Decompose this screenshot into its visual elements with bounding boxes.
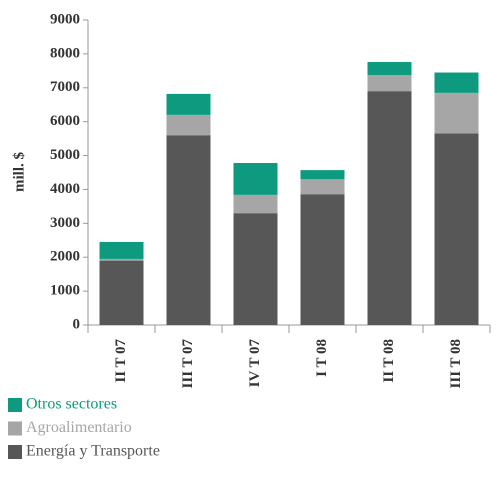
bar-segment bbox=[233, 194, 278, 214]
bar-segment bbox=[300, 170, 345, 180]
legend-label: Agroalimentario bbox=[26, 419, 132, 436]
y-tick-label: 4000 bbox=[50, 181, 80, 197]
legend-swatch bbox=[8, 445, 22, 459]
bar-segment bbox=[166, 135, 211, 325]
bar-segment bbox=[367, 62, 412, 76]
x-tick-label: IV T 07 bbox=[247, 339, 263, 388]
y-tick-label: 6000 bbox=[50, 113, 80, 129]
bar-segment bbox=[99, 258, 144, 261]
x-tick-label: III T 08 bbox=[448, 339, 464, 388]
x-tick-label: II T 08 bbox=[381, 339, 397, 383]
bar-segment bbox=[367, 91, 412, 326]
x-tick-label: III T 07 bbox=[180, 339, 196, 389]
bar-segment bbox=[434, 72, 479, 93]
legend-swatch bbox=[8, 398, 22, 412]
y-tick-label: 9000 bbox=[50, 11, 80, 27]
y-tick-label: 8000 bbox=[50, 45, 80, 61]
bar-segment bbox=[233, 213, 278, 325]
legend-swatch bbox=[8, 421, 22, 436]
y-axis-label: mill. $ bbox=[11, 152, 27, 192]
legend-label: Energía y Transporte bbox=[26, 443, 160, 460]
y-tick-label: 0 bbox=[73, 316, 81, 332]
y-tick-label: 2000 bbox=[50, 249, 80, 265]
y-tick-label: 3000 bbox=[50, 215, 80, 231]
bar-segment bbox=[434, 133, 479, 325]
y-tick-label: 7000 bbox=[50, 79, 80, 95]
bar-segment bbox=[300, 194, 345, 325]
bar-segment bbox=[367, 75, 412, 92]
legend-label: Otros sectores bbox=[26, 396, 117, 413]
bar-segment bbox=[166, 93, 211, 115]
bar-segment bbox=[300, 179, 345, 195]
bar-segment bbox=[233, 163, 278, 195]
bar-segment bbox=[99, 260, 144, 325]
y-tick-label: 1000 bbox=[50, 283, 80, 299]
x-tick-label: II T 07 bbox=[113, 339, 129, 383]
bar-segment bbox=[99, 241, 144, 259]
y-tick-label: 5000 bbox=[50, 147, 80, 163]
bar-segment bbox=[166, 114, 211, 136]
bar-segment bbox=[434, 92, 479, 134]
x-tick-label: I T 08 bbox=[314, 339, 330, 377]
